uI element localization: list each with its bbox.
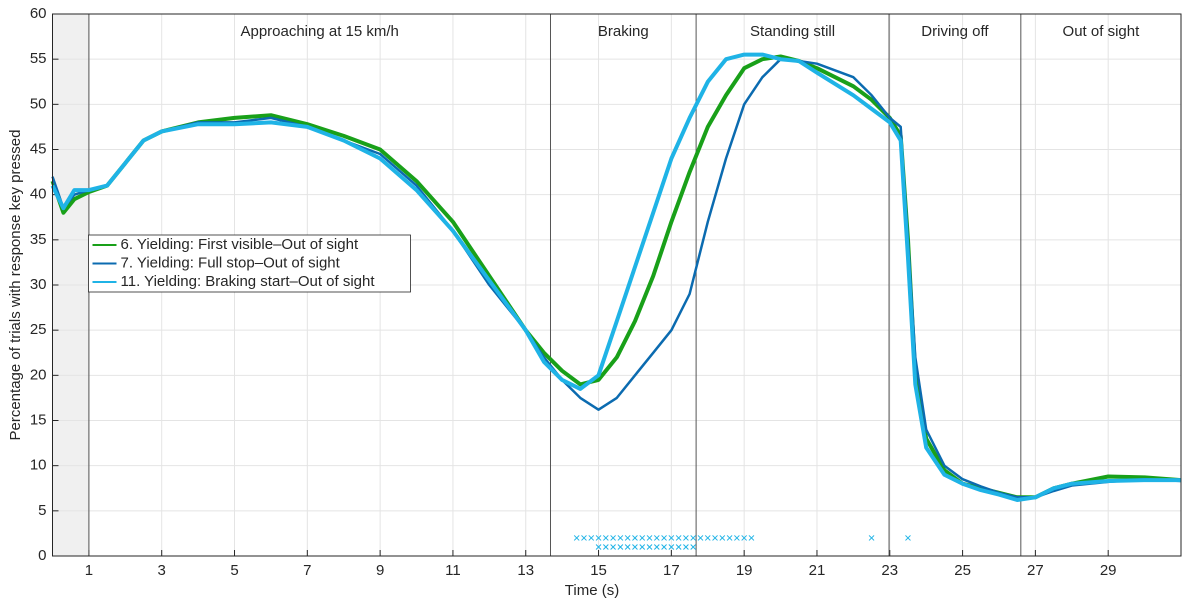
phase-label: Approaching at 15 km/h	[240, 23, 398, 40]
legend-box	[88, 234, 411, 293]
significance-marker	[734, 535, 740, 541]
phase-label: Braking	[598, 23, 649, 40]
significance-marker	[588, 535, 595, 541]
significance-marker	[661, 535, 667, 541]
significance-marker	[617, 544, 624, 550]
y-tick-label: 40	[30, 186, 47, 203]
significance-marker	[690, 544, 697, 550]
y-tick-label: 5	[38, 502, 46, 519]
significance-marker	[639, 535, 646, 541]
y-tick-label: 50	[30, 95, 47, 112]
significance-marker	[617, 535, 624, 541]
x-tick-label: 3	[158, 562, 166, 579]
significance-marker	[683, 535, 689, 541]
x-tick-label: 29	[1100, 562, 1117, 579]
significance-marker	[741, 535, 748, 541]
significance-marker	[697, 535, 704, 541]
y-tick-label: 60	[30, 5, 47, 22]
x-tick-label: 5	[230, 562, 238, 579]
significance-marker	[719, 535, 726, 541]
significance-marker	[595, 544, 602, 550]
plot-frame	[52, 13, 1182, 557]
y-tick-label: 30	[30, 276, 47, 293]
y-tick-label: 25	[30, 321, 47, 338]
significance-marker	[675, 544, 682, 550]
x-tick-label: 13	[517, 562, 534, 579]
significance-marker	[748, 535, 755, 541]
significance-marker	[573, 535, 580, 541]
significance-marker	[602, 535, 609, 541]
x-tick-label: 25	[954, 562, 971, 579]
y-axis-label: Percentage of trials with response key p…	[7, 130, 24, 441]
significance-marker	[632, 535, 638, 541]
x-tick-label: 1	[85, 562, 93, 579]
significance-marker	[668, 544, 675, 550]
phase-label: Standing still	[750, 23, 835, 40]
x-tick-label: 21	[809, 562, 826, 579]
y-tick-label: 45	[30, 140, 47, 157]
y-tick-label: 35	[30, 231, 47, 248]
significance-marker	[632, 544, 638, 550]
phase-label: Out of sight	[1063, 23, 1141, 40]
x-tick-label: 17	[663, 562, 680, 579]
significance-marker	[675, 535, 682, 541]
y-tick-label: 0	[38, 547, 46, 564]
x-axis-label: Time (s)	[565, 582, 619, 599]
y-tick-label: 10	[30, 457, 47, 474]
significance-marker	[624, 535, 631, 541]
legend-label: 7. Yielding: Full stop–Out of sight	[121, 254, 341, 271]
significance-marker	[602, 544, 609, 550]
significance-marker	[712, 535, 718, 541]
legend-label: 11. Yielding: Braking start–Out of sight	[121, 273, 376, 290]
y-tick-label: 55	[30, 50, 47, 67]
significance-marker	[905, 535, 911, 541]
significance-marker	[868, 535, 875, 541]
series-line	[50, 52, 1181, 502]
x-tick-label: 9	[376, 562, 384, 579]
significance-marker	[690, 535, 697, 541]
phase-label: Driving off	[921, 23, 989, 40]
significance-marker	[653, 535, 660, 541]
significance-marker	[610, 544, 616, 550]
significance-marker	[595, 535, 602, 541]
significance-marker	[646, 544, 653, 550]
significance-marker	[653, 544, 660, 550]
legend-label: 6. Yielding: First visible–Out of sight	[121, 236, 359, 253]
significance-marker	[683, 544, 689, 550]
significance-marker	[668, 535, 675, 541]
significance-marker	[726, 535, 733, 541]
significance-marker	[639, 544, 646, 550]
x-tick-label: 7	[303, 562, 311, 579]
significance-marker	[581, 535, 587, 541]
y-tick-label: 15	[30, 411, 47, 428]
x-tick-label: 27	[1027, 562, 1044, 579]
significance-marker	[661, 544, 667, 550]
x-tick-label: 23	[881, 562, 898, 579]
y-tick-label: 20	[30, 366, 47, 383]
x-tick-label: 15	[590, 562, 607, 579]
significance-marker	[646, 535, 653, 541]
x-tick-label: 19	[736, 562, 753, 579]
significance-marker	[624, 544, 631, 550]
x-tick-label: 11	[445, 562, 461, 579]
significance-marker	[704, 535, 711, 541]
significance-marker	[610, 535, 616, 541]
